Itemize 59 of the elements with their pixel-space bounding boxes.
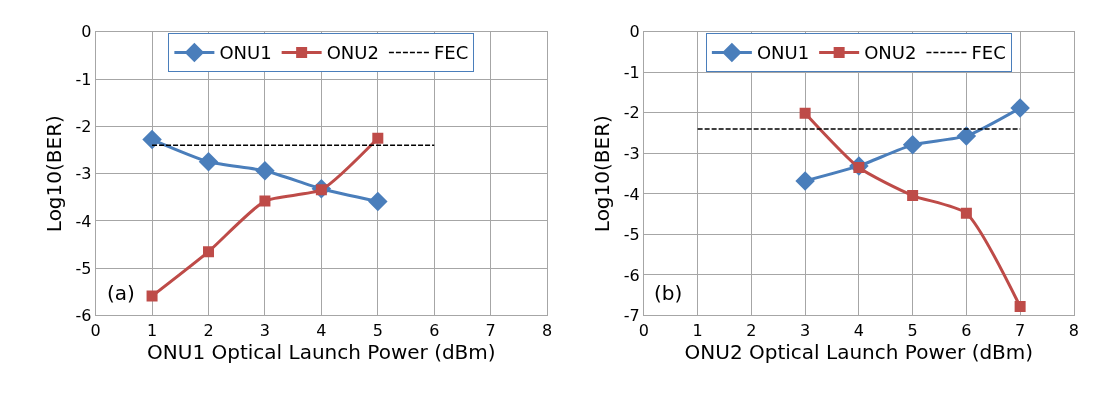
x-tick-label: 7 (1015, 320, 1026, 340)
x-tick-label: 6 (961, 320, 972, 340)
legend-label: ONU2 (326, 42, 379, 64)
y-tick-label: -6 (623, 265, 640, 285)
y-tick-label: -2 (623, 103, 640, 123)
point (1014, 301, 1026, 313)
x-tick-label: 1 (692, 320, 703, 340)
y-tick-label: -4 (623, 184, 640, 204)
x-axis-title: ONU2 Optical Launch Power (dBm) (684, 340, 1034, 365)
point (372, 132, 384, 144)
y-tick-label: -3 (623, 143, 640, 163)
point (960, 207, 972, 219)
y-tick-label: -1 (75, 69, 92, 89)
x-tick-label: 6 (429, 320, 440, 340)
point (259, 195, 271, 207)
x-tick-label: 7 (485, 320, 496, 340)
point (203, 246, 214, 258)
y-axis-title: Log10(BER) (41, 115, 66, 233)
point (956, 126, 977, 146)
x-tick-label: 5 (372, 320, 383, 340)
y-axis-title: Log10(BER) (590, 115, 615, 233)
y-tick-label: -5 (623, 225, 640, 245)
legend-label: FEC (433, 42, 469, 64)
x-axis-title: ONU1 Optical Launch Power (dBm) (147, 340, 496, 365)
point (799, 107, 811, 119)
y-tick-label: 0 (629, 22, 640, 42)
x-tick-label: 5 (907, 320, 918, 340)
point (907, 190, 919, 202)
x-tick-label: 2 (203, 320, 214, 340)
legend-label: FEC (971, 42, 1006, 64)
point (146, 290, 158, 302)
x-tick-label: 3 (259, 320, 271, 340)
point (902, 135, 923, 155)
point (1010, 98, 1030, 118)
x-tick-label: 4 (316, 320, 327, 340)
x-tick-label: 1 (146, 320, 158, 340)
point (198, 152, 219, 172)
point (142, 129, 162, 150)
y-tick-label: -3 (75, 164, 92, 184)
y-tick-label: -2 (75, 116, 92, 136)
y-tick-label: -1 (623, 62, 640, 82)
y-tick-label: 0 (81, 22, 92, 42)
legend-label: ONU1 (219, 42, 272, 64)
annotation: (a) (107, 281, 135, 305)
point (255, 161, 275, 181)
point (368, 191, 388, 212)
y-tick-label: -6 (75, 306, 92, 326)
legend-label: ONU1 (756, 42, 810, 64)
y-tick-label: -4 (75, 211, 92, 231)
legend-label: ONU2 (864, 42, 917, 64)
y-tick-label: -7 (623, 306, 640, 326)
annotation: (b) (654, 281, 683, 305)
y-tick-label: -5 (75, 258, 92, 278)
x-tick-label: 2 (746, 320, 757, 340)
point (795, 171, 815, 191)
x-tick-label: 4 (853, 320, 864, 340)
x-tick-label: 8 (542, 320, 553, 340)
x-tick-label: 8 (1068, 320, 1079, 340)
x-tick-label: 3 (800, 320, 811, 340)
